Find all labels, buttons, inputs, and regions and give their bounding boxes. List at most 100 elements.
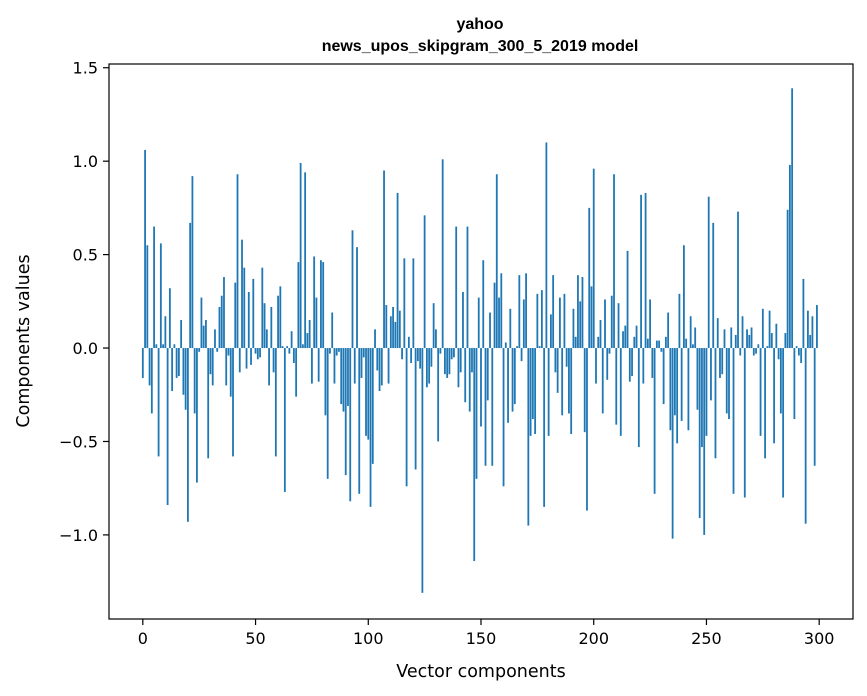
bar <box>313 256 316 349</box>
bar <box>622 331 624 349</box>
bar <box>707 196 710 349</box>
bar <box>743 348 746 498</box>
bar <box>205 320 207 349</box>
bar <box>764 348 766 459</box>
bar <box>292 348 295 363</box>
bar <box>236 174 239 349</box>
bar <box>349 348 352 502</box>
bar <box>816 305 818 349</box>
bar <box>604 299 606 349</box>
bar <box>543 348 546 507</box>
bar <box>590 286 593 349</box>
bar <box>601 348 604 414</box>
bar <box>692 344 694 349</box>
bar <box>633 336 636 349</box>
bar <box>356 247 358 349</box>
bar <box>531 348 534 420</box>
bar <box>177 348 180 377</box>
bar <box>389 316 392 349</box>
bar <box>768 310 771 349</box>
bar <box>570 348 573 434</box>
bar <box>586 348 588 511</box>
bar <box>777 348 780 360</box>
bar <box>660 348 663 352</box>
bar <box>202 325 205 349</box>
bar <box>315 297 318 349</box>
bar <box>802 278 805 349</box>
bar <box>583 348 586 433</box>
bar <box>150 348 153 414</box>
bar <box>191 176 194 349</box>
bar <box>495 174 498 349</box>
bar <box>536 293 539 349</box>
bar <box>286 346 289 349</box>
y-tick-label: 0.5 <box>73 246 98 265</box>
bar <box>157 348 160 457</box>
bar <box>227 348 230 356</box>
bar <box>403 258 406 349</box>
bar <box>220 295 223 349</box>
bar <box>412 258 415 349</box>
bar <box>606 348 609 380</box>
bar <box>703 348 706 535</box>
bar <box>423 215 426 349</box>
bar <box>516 346 518 349</box>
bar <box>401 348 403 360</box>
bar <box>450 348 453 360</box>
bar <box>274 348 277 457</box>
bar <box>453 348 455 358</box>
bar <box>245 348 248 369</box>
bar <box>561 348 564 416</box>
bar <box>162 344 165 349</box>
bar <box>676 348 679 444</box>
bar <box>344 348 347 476</box>
bar <box>320 260 322 349</box>
bar <box>667 312 670 349</box>
bar <box>610 295 613 349</box>
bar <box>232 348 234 457</box>
bar <box>491 348 494 466</box>
bar <box>159 243 162 349</box>
bar <box>511 348 514 412</box>
y-axis: −1.0 −0.5 0.0 0.5 1.0 1.5 <box>59 59 109 545</box>
bar <box>588 207 591 349</box>
bar <box>791 88 794 349</box>
bar <box>563 293 566 349</box>
bar <box>238 348 241 373</box>
bar <box>173 344 176 349</box>
bar <box>484 348 487 466</box>
x-axis-label: Vector components <box>396 662 565 682</box>
bar <box>640 194 642 349</box>
bar <box>457 348 460 388</box>
bar <box>175 348 178 378</box>
bar <box>608 348 611 354</box>
bar <box>545 142 548 349</box>
bar <box>649 299 651 349</box>
bar <box>283 348 286 492</box>
bar <box>425 348 428 388</box>
bar <box>301 344 304 349</box>
bar <box>680 348 683 421</box>
bar <box>295 348 298 397</box>
bar <box>358 348 361 494</box>
y-tick-label: 0.0 <box>73 339 98 358</box>
bar <box>486 348 489 401</box>
bar <box>739 348 742 356</box>
chart-title: yahoo <box>456 16 503 33</box>
bar <box>338 348 340 352</box>
bar <box>360 348 363 378</box>
bar <box>493 282 496 349</box>
bar <box>180 320 183 349</box>
bar <box>520 348 523 362</box>
bar <box>398 310 401 349</box>
bar <box>788 164 791 349</box>
bar <box>635 325 638 349</box>
bar <box>189 222 192 349</box>
bar <box>574 336 577 349</box>
bar <box>223 277 225 349</box>
bar <box>333 348 336 384</box>
x-tick-label: 200 <box>578 629 609 648</box>
bar <box>547 348 550 436</box>
bar <box>662 348 665 405</box>
